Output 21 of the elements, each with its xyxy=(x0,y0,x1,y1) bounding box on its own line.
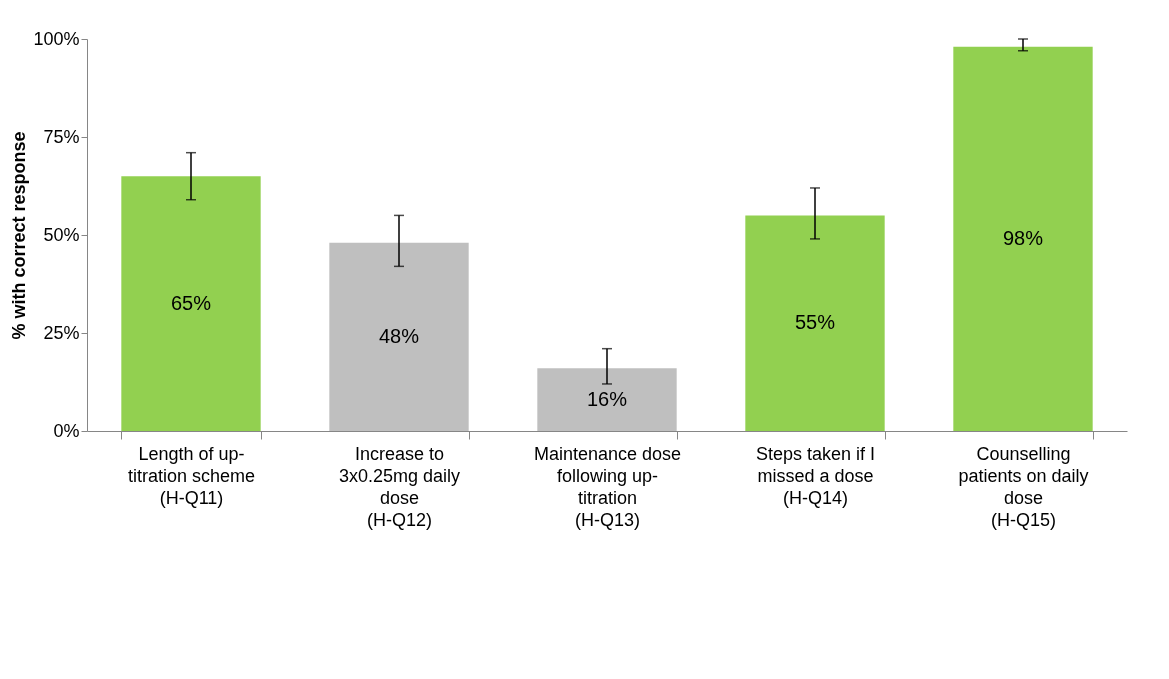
y-tick-label: 0% xyxy=(53,420,80,441)
data-label: 16% xyxy=(586,387,628,410)
y-tick-label: 25% xyxy=(43,322,80,343)
data-label: 98% xyxy=(1002,226,1044,249)
x-tick-label: Maintenance dose following up-titration (H-Q13) xyxy=(533,443,682,530)
x-tick-label: Counselling patients on daily dose (H-Q15) xyxy=(958,443,1089,530)
y-tick-label: 50% xyxy=(43,224,80,245)
bar xyxy=(121,176,261,431)
bar xyxy=(329,242,469,431)
x-tick-label: Increase to 3x0.25mg daily dose (H-Q12) xyxy=(338,443,461,530)
y-tick-label: 75% xyxy=(43,126,80,147)
data-label: 65% xyxy=(170,291,212,314)
y-axis-title: % with correct response xyxy=(9,131,30,340)
x-tick-label: Length of up-titration scheme (H-Q11) xyxy=(127,443,256,508)
bar xyxy=(537,368,677,431)
data-label: 48% xyxy=(378,324,420,347)
y-tick-label: 100% xyxy=(33,28,80,49)
bar xyxy=(953,46,1093,431)
data-label: 55% xyxy=(794,311,836,334)
bar xyxy=(745,215,885,431)
x-tick-label: Steps taken if I missed a dose (H-Q14) xyxy=(755,443,876,508)
